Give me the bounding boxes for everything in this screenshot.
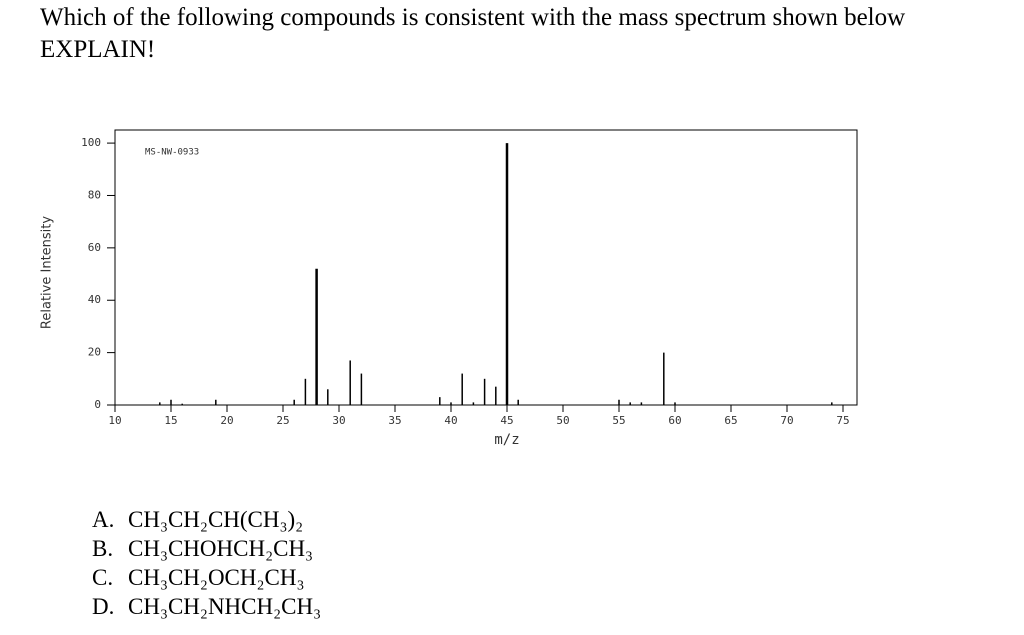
chart: 0 20 40 60 80 100 10 15 20 25 30 35 40 45 50 55 60 65 70 75… (40, 129, 858, 448)
x-tick-label: 65 (724, 414, 737, 427)
x-tick-label: 70 (780, 414, 793, 427)
option: A. CH₃CH₂CH(CH₃)₂ (92, 505, 321, 534)
x-tick-label: 15 (164, 414, 177, 427)
y-tick-label: 20 (88, 346, 101, 359)
x-tick-label: 50 (556, 414, 569, 427)
option-letter: A. (92, 507, 115, 532)
y-axis-label: Relative Intensity (40, 216, 55, 329)
x-tick-label: 20 (220, 414, 233, 427)
options: A. CH₃CH₂CH(CH₃)₂ B. CH₃CHOHCH₂CH₃ C. CH₃CH₂O… (92, 505, 321, 621)
option-formula: CH₃CH₂CH(CH₃)₂ (128, 507, 304, 532)
option-letter: B. (92, 536, 114, 561)
y-tick-label: 60 (88, 241, 101, 254)
option: B. CH₃CHOHCH₂CH₃ (92, 534, 321, 563)
option-letter: D. (92, 594, 115, 619)
y-tick-label: 0 (94, 398, 101, 411)
question-line: Which of the following compounds is cons… (40, 4, 906, 31)
plot-frame (114, 129, 858, 406)
x-axis-label: m/z (494, 432, 519, 448)
option: D. CH₃CH₂NHCH₂CH₃ (92, 592, 321, 621)
option-formula: CH₃CH₂NHCH₂CH₃ (128, 594, 322, 619)
x-tick-label: 45 (500, 414, 513, 427)
option-letter: C. (92, 565, 114, 590)
annotation: MS-NW-0933 (145, 148, 199, 158)
x-tick-label: 30 (332, 414, 345, 427)
x-tick-label: 55 (612, 414, 625, 427)
option-formula: CH₃CH₂OCH₂CH₃ (128, 565, 305, 590)
y-tick-label: 40 (88, 293, 101, 306)
x-tick-label: 35 (388, 414, 401, 427)
x-tick-label: 75 (836, 414, 849, 427)
x-tick-label: 40 (444, 414, 457, 427)
x-tick-label: 10 (108, 414, 121, 427)
y-tick-label: 100 (81, 136, 101, 149)
option-formula: CH₃CHOHCH₂CH₃ (128, 536, 314, 561)
question-line: EXPLAIN! (40, 36, 156, 63)
option: C. CH₃CH₂OCH₂CH₃ (92, 563, 321, 592)
x-tick-label: 60 (668, 414, 681, 427)
y-tick-label: 80 (88, 188, 101, 201)
x-tick-label: 25 (276, 414, 289, 427)
